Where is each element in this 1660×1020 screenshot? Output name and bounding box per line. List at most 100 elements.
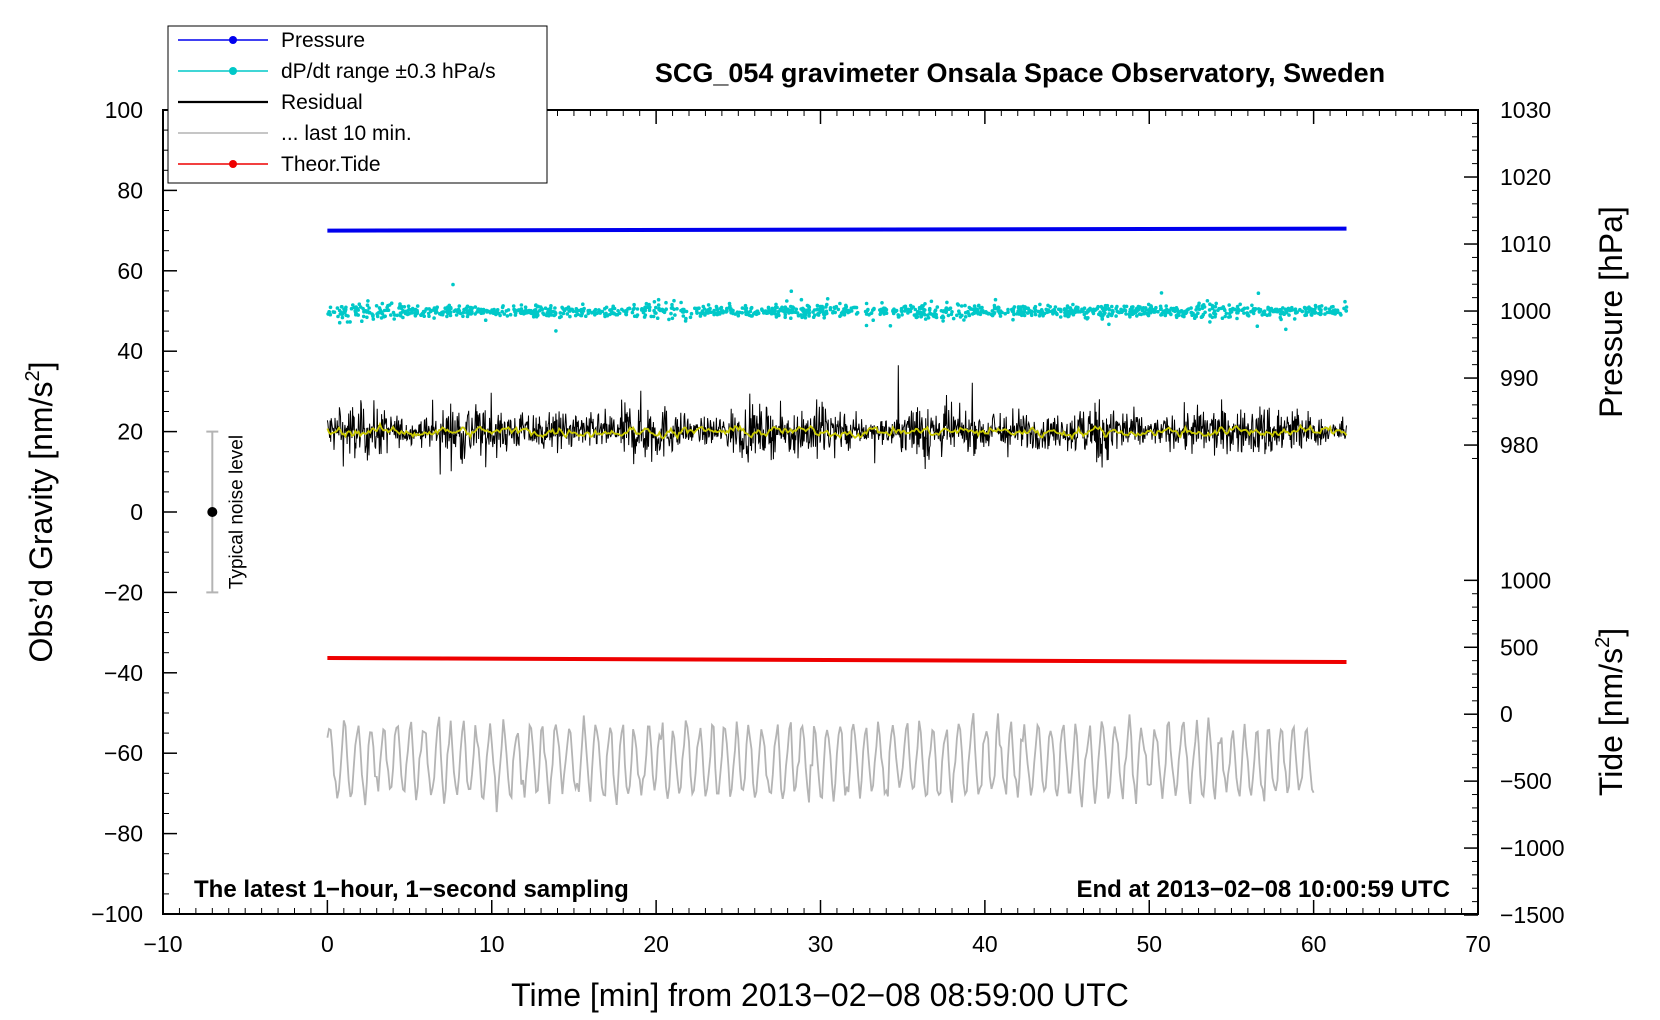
dpdt-point bbox=[383, 314, 387, 319]
dpdt-point bbox=[1029, 312, 1034, 316]
dpdt-point bbox=[946, 313, 951, 318]
dpdt-point bbox=[1319, 304, 1324, 308]
dpdt-point bbox=[1236, 310, 1240, 315]
dpdt-point bbox=[1091, 307, 1096, 312]
x-tick-label: −10 bbox=[143, 931, 182, 957]
dpdt-point bbox=[406, 304, 411, 309]
dpdt-point bbox=[644, 301, 649, 306]
dpdt-point bbox=[1098, 310, 1102, 315]
dpdt-point bbox=[1015, 312, 1019, 316]
dpdt-point bbox=[408, 308, 413, 312]
dpdt-point bbox=[985, 311, 989, 315]
dpdt-point bbox=[445, 314, 449, 319]
dpdt-point bbox=[586, 311, 591, 316]
dpdt-point bbox=[611, 304, 615, 309]
dpdt-point bbox=[735, 310, 740, 315]
dpdt-point bbox=[718, 310, 723, 315]
dpdt-point bbox=[461, 310, 466, 315]
dpdt-point bbox=[1214, 301, 1218, 306]
dpdt-point bbox=[888, 324, 893, 328]
dpdt-point bbox=[1073, 306, 1078, 311]
dpdt-point bbox=[1271, 308, 1275, 313]
dpdt-point bbox=[1194, 313, 1198, 318]
dpdt-point bbox=[1066, 314, 1070, 319]
dpdt-point bbox=[1119, 310, 1124, 315]
dpdt-point bbox=[1219, 306, 1224, 311]
dpdt-point bbox=[445, 309, 449, 313]
dpdt-point bbox=[851, 305, 856, 310]
dpdt-point bbox=[1065, 304, 1070, 308]
chart-title: SCG_054 gravimeter Onsala Space Observat… bbox=[655, 58, 1385, 88]
dpdt-point bbox=[392, 317, 397, 321]
dpdt-point bbox=[531, 315, 536, 319]
dpdt-point bbox=[1216, 308, 1220, 313]
dpdt-point bbox=[1278, 315, 1283, 320]
dpdt-point bbox=[973, 307, 978, 311]
dpdt-point bbox=[500, 305, 505, 310]
dpdt-point bbox=[1284, 309, 1289, 313]
dpdt-point bbox=[1222, 307, 1226, 311]
dpdt-point bbox=[919, 314, 924, 319]
dpdt-point bbox=[893, 309, 897, 313]
dpdt-point bbox=[1227, 315, 1231, 319]
dpdt-point bbox=[972, 311, 976, 316]
dpdt-point bbox=[1164, 304, 1168, 308]
dpdt-point bbox=[1103, 304, 1108, 309]
dpdt-point bbox=[560, 305, 564, 310]
dpdt-point bbox=[880, 301, 884, 305]
dpdt-point bbox=[997, 306, 1001, 310]
dpdt-point bbox=[1085, 310, 1090, 314]
dpdt-point bbox=[805, 303, 810, 308]
dpdt-point bbox=[681, 314, 686, 318]
dpdt-point bbox=[652, 300, 657, 304]
dpdt-point bbox=[736, 313, 741, 318]
dpdt-point bbox=[656, 297, 661, 302]
dpdt-point bbox=[1107, 322, 1111, 327]
dpdt-point bbox=[1298, 308, 1302, 312]
dpdt-point bbox=[452, 309, 457, 314]
dpdt-point bbox=[399, 311, 403, 316]
dpdt-point bbox=[780, 305, 784, 310]
dpdt-point bbox=[1063, 313, 1067, 318]
dpdt-point bbox=[959, 304, 964, 308]
noise-bar-label: Typical noise level bbox=[226, 435, 247, 589]
dpdt-point bbox=[506, 308, 511, 312]
dpdt-point bbox=[963, 310, 968, 315]
dpdt-point bbox=[1006, 307, 1010, 312]
dpdt-point bbox=[654, 311, 658, 315]
y-tick-label: 0 bbox=[130, 499, 143, 525]
dpdt-point bbox=[1033, 304, 1038, 309]
dpdt-point bbox=[647, 308, 652, 313]
dpdt-point bbox=[906, 311, 910, 315]
dpdt-point bbox=[1040, 309, 1045, 314]
dpdt-point bbox=[824, 309, 829, 314]
dpdt-point bbox=[1342, 306, 1346, 311]
dpdt-point bbox=[993, 297, 998, 302]
dpdt-point bbox=[1115, 304, 1119, 309]
dpdt-point bbox=[1063, 308, 1067, 312]
dpdt-point bbox=[1168, 311, 1172, 315]
dpdt-point bbox=[385, 308, 389, 313]
dpdt-point bbox=[996, 309, 1000, 313]
dpdt-point bbox=[353, 309, 358, 313]
dpdt-point bbox=[864, 301, 869, 306]
dpdt-point bbox=[740, 306, 745, 310]
dpdt-point bbox=[1250, 303, 1254, 308]
dpdt-point bbox=[976, 311, 980, 316]
dpdt-point bbox=[770, 306, 775, 311]
dpdt-point bbox=[1235, 316, 1239, 321]
dpdt-point bbox=[864, 323, 869, 328]
legend-box bbox=[167, 25, 548, 184]
dpdt-point bbox=[703, 313, 707, 317]
dpdt-point bbox=[793, 310, 798, 314]
dpdt-point bbox=[387, 303, 392, 307]
dpdt-point bbox=[1233, 307, 1237, 312]
dpdt-point bbox=[976, 304, 981, 308]
dpdt-point bbox=[1122, 304, 1126, 309]
dpdt-point bbox=[1238, 302, 1242, 307]
dpdt-point bbox=[1025, 311, 1030, 315]
dpdt-point bbox=[744, 306, 749, 311]
x-tick-label: 70 bbox=[1465, 931, 1491, 957]
dpdt-point bbox=[745, 312, 749, 317]
dpdt-point bbox=[1058, 315, 1063, 319]
